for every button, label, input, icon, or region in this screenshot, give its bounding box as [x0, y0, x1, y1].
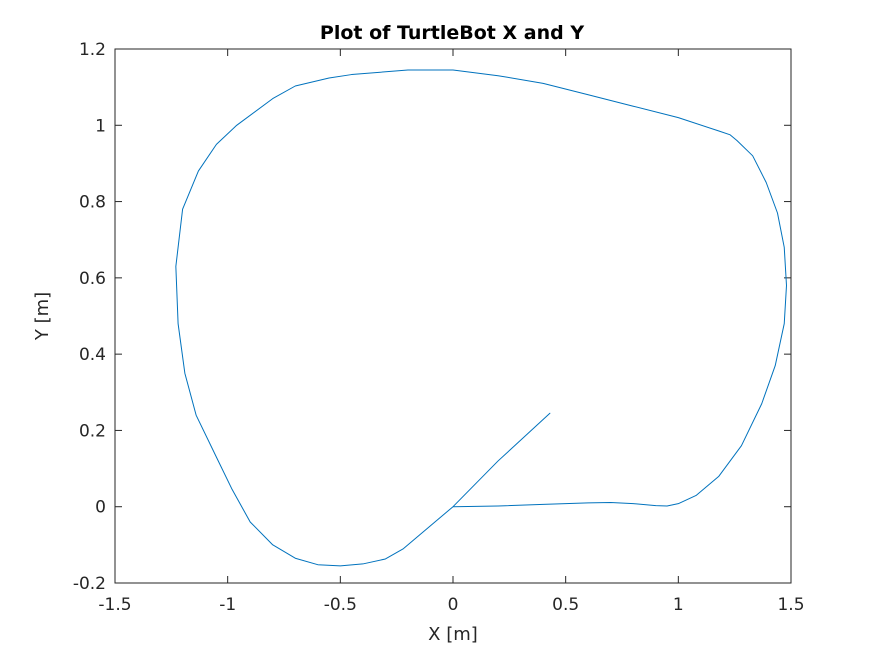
x-axis-label: X [m]	[428, 624, 478, 645]
x-tick-label: -1	[219, 595, 236, 615]
y-tick-label: 0.8	[79, 193, 106, 213]
x-tick-label: 1	[673, 595, 684, 615]
y-tick-label: 0.2	[79, 421, 106, 441]
y-tick-label: 1.2	[79, 40, 106, 60]
y-tick-label: 1	[95, 116, 106, 136]
tick-labels: -1.5 -1 -0.5 0 0.5 1 1.5 -0.2 0 0.2 0.4 0.6 0.8 1 1.2	[73, 40, 805, 615]
axis-ticks	[114, 48, 792, 584]
series-line-trajectory	[175, 69, 787, 567]
x-tick-label: 0.5	[552, 595, 579, 615]
y-axis-label: Y [m]	[32, 292, 53, 341]
chart-title: Plot of TurtleBot X and Y	[320, 22, 584, 44]
y-tick-label: 0	[95, 498, 106, 518]
y-tick-label: -0.2	[73, 574, 106, 594]
y-tick-label: 0.4	[79, 345, 106, 365]
plot-area	[114, 48, 792, 584]
x-tick-label: 0	[448, 595, 459, 615]
x-tick-label: -0.5	[324, 595, 357, 615]
x-tick-label: -1.5	[98, 595, 131, 615]
y-tick-label: 0.6	[79, 269, 106, 289]
series-group	[175, 69, 787, 567]
x-tick-label: 1.5	[777, 595, 804, 615]
